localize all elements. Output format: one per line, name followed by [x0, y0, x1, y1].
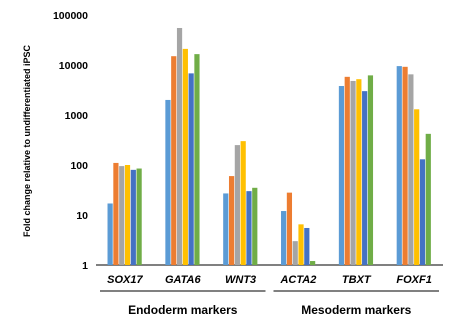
y-tick-label: 1000: [65, 110, 89, 122]
bar: [119, 166, 125, 265]
bar: [194, 54, 200, 265]
y-axis-title: Fold change relative to undifferentiated…: [22, 44, 32, 237]
bar: [130, 169, 136, 265]
bar: [344, 76, 350, 265]
bar: [228, 176, 235, 265]
bar: [292, 241, 298, 265]
category-label: SOX17: [107, 274, 143, 286]
bar: [165, 99, 171, 265]
y-tick-label: 10000: [59, 60, 88, 72]
y-tick-label: 10: [76, 210, 88, 222]
y-axis-title-group: Fold change relative to undifferentiated…: [22, 44, 32, 237]
category-label: TBXT: [342, 274, 372, 286]
bar: [107, 203, 113, 265]
bar: [310, 261, 316, 265]
bar: [281, 211, 287, 265]
bar: [367, 75, 374, 265]
bar: [223, 193, 229, 265]
group-label: Endoderm markers: [128, 303, 238, 317]
bar: [419, 159, 426, 265]
bar: [252, 187, 258, 265]
bar: [234, 145, 240, 265]
bar: [408, 74, 414, 265]
bar: [396, 66, 402, 265]
group-label: Mesoderm markers: [301, 303, 411, 317]
bar: [286, 192, 293, 265]
category-label: GATA6: [165, 274, 202, 286]
bar: [298, 224, 304, 265]
bar: [402, 66, 408, 265]
y-tick-label: 100000: [53, 10, 88, 22]
bar: [188, 73, 194, 266]
bar: [176, 27, 183, 266]
bar: [171, 56, 177, 266]
bars: [107, 27, 431, 266]
bar: [350, 80, 356, 265]
bar: [356, 79, 362, 265]
bar: [425, 133, 431, 265]
y-tick-labels: 1 10 100 1000 10000 100000: [53, 10, 88, 272]
category-label: WNT3: [225, 274, 256, 286]
bar: [246, 191, 252, 265]
bar: [304, 227, 310, 265]
category-labels: SOX17 GATA6 WNT3 ACTA2 TBXT FOXF1: [107, 274, 432, 286]
category-label: ACTA2: [279, 274, 316, 286]
category-label: FOXF1: [396, 274, 431, 286]
bar: [338, 86, 345, 265]
bar: [113, 162, 119, 265]
y-tick-label: 1: [82, 260, 88, 272]
bar: [414, 109, 420, 265]
bar: [136, 168, 142, 265]
bar: [124, 165, 131, 265]
group-labels: Endoderm markers Mesoderm markers: [100, 290, 439, 317]
bar: [362, 91, 368, 265]
bar: [182, 48, 188, 265]
bar: [240, 141, 246, 265]
y-tick-label: 100: [70, 160, 88, 172]
